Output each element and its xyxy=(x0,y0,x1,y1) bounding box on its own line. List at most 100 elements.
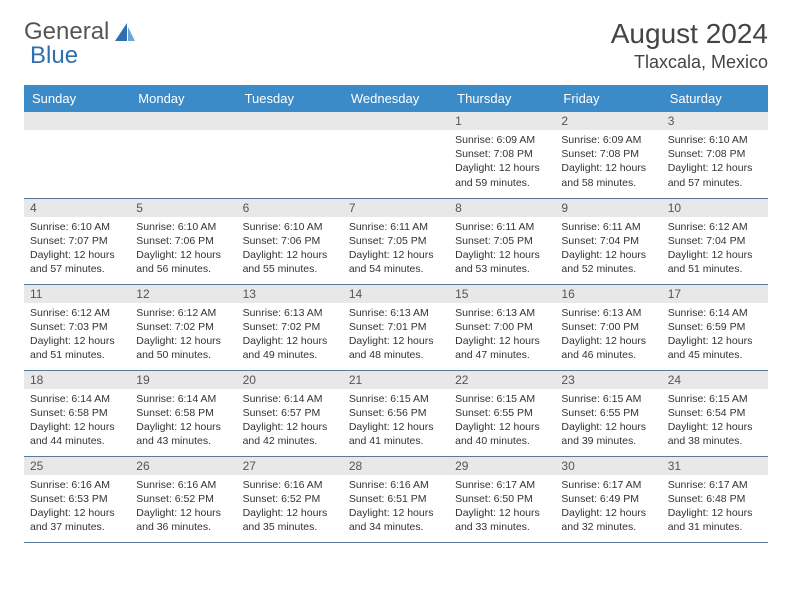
day-info: Sunrise: 6:16 AMSunset: 6:51 PMDaylight:… xyxy=(349,478,443,535)
location-label: Tlaxcala, Mexico xyxy=(611,52,768,73)
daylight-label: Daylight: 12 hours and 53 minutes. xyxy=(455,249,540,275)
calendar-cell xyxy=(343,112,449,198)
sunset-label: Sunset: 7:05 PM xyxy=(349,235,427,247)
daylight-label: Daylight: 12 hours and 56 minutes. xyxy=(136,249,221,275)
daylight-label: Daylight: 12 hours and 58 minutes. xyxy=(561,162,646,188)
sunrise-label: Sunrise: 6:14 AM xyxy=(243,393,323,405)
calendar-cell xyxy=(130,112,236,198)
calendar-cell: 7Sunrise: 6:11 AMSunset: 7:05 PMDaylight… xyxy=(343,198,449,284)
sunset-label: Sunset: 7:08 PM xyxy=(455,148,533,160)
sunset-label: Sunset: 7:02 PM xyxy=(243,321,321,333)
sunset-label: Sunset: 7:01 PM xyxy=(349,321,427,333)
day-info: Sunrise: 6:16 AMSunset: 6:52 PMDaylight:… xyxy=(243,478,337,535)
sunset-label: Sunset: 7:02 PM xyxy=(136,321,214,333)
day-info: Sunrise: 6:09 AM Sunset: 7:08 PM Daylight:… xyxy=(455,133,549,190)
day-number: 3 xyxy=(662,112,768,130)
sunrise-label: Sunrise: 6:10 AM xyxy=(668,134,748,146)
sunset-label: Sunset: 6:54 PM xyxy=(668,407,746,419)
sunset-label: Sunset: 7:04 PM xyxy=(668,235,746,247)
sunset-label: Sunset: 7:00 PM xyxy=(455,321,533,333)
sunrise-label: Sunrise: 6:13 AM xyxy=(455,307,535,319)
day-number: 7 xyxy=(343,199,449,217)
sunset-label: Sunset: 6:56 PM xyxy=(349,407,427,419)
day-number: 15 xyxy=(449,285,555,303)
sunrise-label: Sunrise: 6:10 AM xyxy=(136,221,216,233)
sunrise-label: Sunrise: 6:16 AM xyxy=(243,479,323,491)
sunset-label: Sunset: 7:08 PM xyxy=(668,148,746,160)
day-number: 26 xyxy=(130,457,236,475)
day-info: Sunrise: 6:16 AMSunset: 6:52 PMDaylight:… xyxy=(136,478,230,535)
calendar-cell: 10Sunrise: 6:12 AMSunset: 7:04 PMDayligh… xyxy=(662,198,768,284)
day-info: Sunrise: 6:14 AMSunset: 6:57 PMDaylight:… xyxy=(243,392,337,449)
header: General August 2024 Tlaxcala, Mexico xyxy=(24,18,768,73)
sunrise-label: Sunrise: 6:16 AM xyxy=(136,479,216,491)
sunrise-label: Sunrise: 6:09 AM xyxy=(455,134,535,146)
day-info: Sunrise: 6:16 AMSunset: 6:53 PMDaylight:… xyxy=(30,478,124,535)
sunrise-label: Sunrise: 6:12 AM xyxy=(30,307,110,319)
day-number: 24 xyxy=(662,371,768,389)
calendar-cell: 30Sunrise: 6:17 AMSunset: 6:49 PMDayligh… xyxy=(555,456,661,542)
daylight-label: Daylight: 12 hours and 40 minutes. xyxy=(455,421,540,447)
calendar-cell: 21Sunrise: 6:15 AMSunset: 6:56 PMDayligh… xyxy=(343,370,449,456)
day-number: 27 xyxy=(237,457,343,475)
daylight-label: Daylight: 12 hours and 54 minutes. xyxy=(349,249,434,275)
sunrise-label: Sunrise: 6:17 AM xyxy=(455,479,535,491)
day-info: Sunrise: 6:14 AMSunset: 6:59 PMDaylight:… xyxy=(668,306,762,363)
day-info: Sunrise: 6:12 AMSunset: 7:02 PMDaylight:… xyxy=(136,306,230,363)
calendar-cell: 12 Sunrise: 6:12 AMSunset: 7:02 PMDayligh… xyxy=(130,284,236,370)
day-info: Sunrise: 6:10 AMSunset: 7:07 PMDaylight:… xyxy=(30,220,124,277)
daylight-label: Daylight: 12 hours and 44 minutes. xyxy=(30,421,115,447)
day-number xyxy=(24,112,130,130)
day-number: 19 xyxy=(130,371,236,389)
calendar-cell: 16Sunrise: 6:13 AMSunset: 7:00 PMDayligh… xyxy=(555,284,661,370)
day-number: 30 xyxy=(555,457,661,475)
daylight-label: Daylight: 12 hours and 42 minutes. xyxy=(243,421,328,447)
calendar-cell: 9Sunrise: 6:11 AMSunset: 7:04 PMDaylight… xyxy=(555,198,661,284)
day-number: 5 xyxy=(130,199,236,217)
calendar-body: 1Sunrise: 6:09 AMSunset: 7:08 PMDaylight… xyxy=(24,112,768,542)
weekday-header: Friday xyxy=(555,85,661,112)
day-info: Sunrise: 6:13 AMSunset: 7:00 PMDaylight:… xyxy=(561,306,655,363)
sunset-label: Sunset: 7:03 PM xyxy=(30,321,108,333)
logo-sail-icon xyxy=(113,21,137,43)
sunrise-label: Sunrise: 6:15 AM xyxy=(668,393,748,405)
sunrise-label: Sunrise: 6:13 AM xyxy=(561,307,641,319)
calendar-cell: 2Sunrise: 6:09 AMSunset: 7:08 PMDaylight… xyxy=(555,112,661,198)
day-info: Sunrise: 6:10 AMSunset: 7:08 PMDaylight:… xyxy=(668,133,762,190)
day-number: 14 xyxy=(343,285,449,303)
sunrise-label: Sunrise: 6:15 AM xyxy=(455,393,535,405)
day-info: Sunrise: 6:10 AMSunset: 7:06 PMDaylight:… xyxy=(243,220,337,277)
calendar-cell: 18Sunrise: 6:14 AMSunset: 6:58 PMDayligh… xyxy=(24,370,130,456)
daylight-label: Daylight: 12 hours and 59 minutes. xyxy=(455,162,540,188)
day-number: 4 xyxy=(24,199,130,217)
daylight-label: Daylight: 12 hours and 38 minutes. xyxy=(668,421,753,447)
page-title: August 2024 xyxy=(611,18,768,50)
sunrise-label: Sunrise: 6:17 AM xyxy=(668,479,748,491)
day-number: 18 xyxy=(24,371,130,389)
calendar-cell: 5 Sunrise: 6:10 AMSunset: 7:06 PMDaylight… xyxy=(130,198,236,284)
calendar-cell: 31Sunrise: 6:17 AMSunset: 6:48 PMDayligh… xyxy=(662,456,768,542)
calendar-cell: 15Sunrise: 6:13 AMSunset: 7:00 PMDayligh… xyxy=(449,284,555,370)
daylight-label: Daylight: 12 hours and 46 minutes. xyxy=(561,335,646,361)
day-info: Sunrise: 6:10 AMSunset: 7:06 PMDaylight:… xyxy=(136,220,230,277)
day-number: 11 xyxy=(24,285,130,303)
sunset-label: Sunset: 6:49 PM xyxy=(561,493,639,505)
daylight-label: Daylight: 12 hours and 55 minutes. xyxy=(243,249,328,275)
sunrise-label: Sunrise: 6:11 AM xyxy=(455,221,534,233)
weekday-header-row: Sunday Monday Tuesday Wednesday Thursday… xyxy=(24,85,768,112)
day-info: Sunrise: 6:15 AMSunset: 6:55 PMDaylight:… xyxy=(455,392,549,449)
calendar-cell: 1Sunrise: 6:09 AMSunset: 7:08 PMDaylight… xyxy=(449,112,555,198)
weekday-header: Wednesday xyxy=(343,85,449,112)
calendar-table: Sunday Monday Tuesday Wednesday Thursday… xyxy=(24,85,768,543)
day-number: 23 xyxy=(555,371,661,389)
daylight-label: Daylight: 12 hours and 33 minutes. xyxy=(455,507,540,533)
day-number: 17 xyxy=(662,285,768,303)
day-number: 9 xyxy=(555,199,661,217)
calendar-cell: 29Sunrise: 6:17 AMSunset: 6:50 PMDayligh… xyxy=(449,456,555,542)
sunset-label: Sunset: 6:59 PM xyxy=(668,321,746,333)
day-number: 12 xyxy=(130,285,236,303)
calendar-row: 25Sunrise: 6:16 AMSunset: 6:53 PMDayligh… xyxy=(24,456,768,542)
calendar-row: 11 Sunrise: 6:12 AM Sunset: 7:03 PM Dayligh… xyxy=(24,284,768,370)
sunset-label: Sunset: 7:07 PM xyxy=(30,235,108,247)
sunset-label: Sunset: 6:53 PM xyxy=(30,493,108,505)
